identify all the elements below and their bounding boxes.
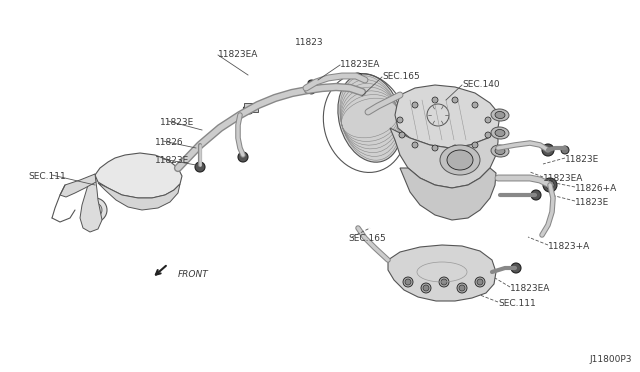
Circle shape [88, 203, 102, 217]
Text: 11823E: 11823E [575, 198, 609, 207]
Text: J11800P3: J11800P3 [589, 355, 632, 364]
Polygon shape [390, 128, 498, 188]
Circle shape [423, 285, 429, 291]
Polygon shape [395, 85, 500, 148]
Ellipse shape [308, 80, 316, 86]
Ellipse shape [354, 73, 362, 79]
Text: SEC.111: SEC.111 [498, 299, 536, 308]
Text: FRONT: FRONT [178, 270, 209, 279]
Circle shape [83, 198, 107, 222]
Circle shape [452, 145, 458, 151]
Circle shape [472, 142, 478, 148]
Circle shape [477, 279, 483, 285]
Text: SEC.140: SEC.140 [462, 80, 500, 89]
Ellipse shape [440, 145, 480, 175]
Ellipse shape [338, 74, 402, 162]
Polygon shape [98, 183, 180, 210]
Text: 11823EA: 11823EA [543, 174, 584, 183]
Circle shape [485, 132, 491, 138]
Ellipse shape [491, 109, 509, 121]
Circle shape [441, 279, 447, 285]
Text: 11823: 11823 [295, 38, 324, 47]
Circle shape [459, 285, 465, 291]
Text: 11823+A: 11823+A [548, 242, 590, 251]
Ellipse shape [491, 145, 509, 157]
Ellipse shape [491, 127, 509, 139]
Text: 11826+A: 11826+A [575, 184, 617, 193]
Circle shape [457, 283, 467, 293]
Ellipse shape [495, 147, 505, 154]
Circle shape [543, 178, 557, 192]
Text: SEC.165: SEC.165 [348, 234, 386, 243]
Polygon shape [60, 174, 96, 197]
Circle shape [531, 190, 541, 200]
Circle shape [561, 146, 569, 154]
Circle shape [475, 277, 485, 287]
Circle shape [542, 144, 554, 156]
Text: 11823EA: 11823EA [510, 284, 550, 293]
Circle shape [452, 97, 458, 103]
Circle shape [238, 152, 248, 162]
Circle shape [432, 97, 438, 103]
Circle shape [195, 162, 205, 172]
FancyBboxPatch shape [244, 103, 258, 112]
Text: 11823EA: 11823EA [218, 50, 259, 59]
Circle shape [421, 283, 431, 293]
Polygon shape [95, 153, 182, 198]
Circle shape [472, 102, 478, 108]
Ellipse shape [495, 112, 505, 119]
Circle shape [511, 263, 521, 273]
Ellipse shape [305, 86, 315, 94]
Text: 11823E: 11823E [155, 156, 189, 165]
Ellipse shape [447, 150, 473, 170]
Circle shape [397, 117, 403, 123]
Circle shape [485, 117, 491, 123]
Text: 11823E: 11823E [160, 118, 195, 127]
Circle shape [439, 277, 449, 287]
Ellipse shape [495, 129, 505, 137]
Text: 11826: 11826 [155, 138, 184, 147]
Polygon shape [388, 245, 496, 301]
Text: SEC.165: SEC.165 [382, 72, 420, 81]
Circle shape [412, 102, 418, 108]
Circle shape [546, 181, 554, 189]
Text: 11823E: 11823E [565, 155, 599, 164]
Circle shape [405, 279, 411, 285]
Text: SEC.111: SEC.111 [28, 172, 66, 181]
Ellipse shape [243, 106, 253, 114]
Polygon shape [400, 168, 496, 220]
Circle shape [412, 142, 418, 148]
Circle shape [399, 132, 405, 138]
Text: 11823EA: 11823EA [340, 60, 380, 69]
Circle shape [403, 277, 413, 287]
Circle shape [432, 145, 438, 151]
Polygon shape [80, 174, 102, 232]
